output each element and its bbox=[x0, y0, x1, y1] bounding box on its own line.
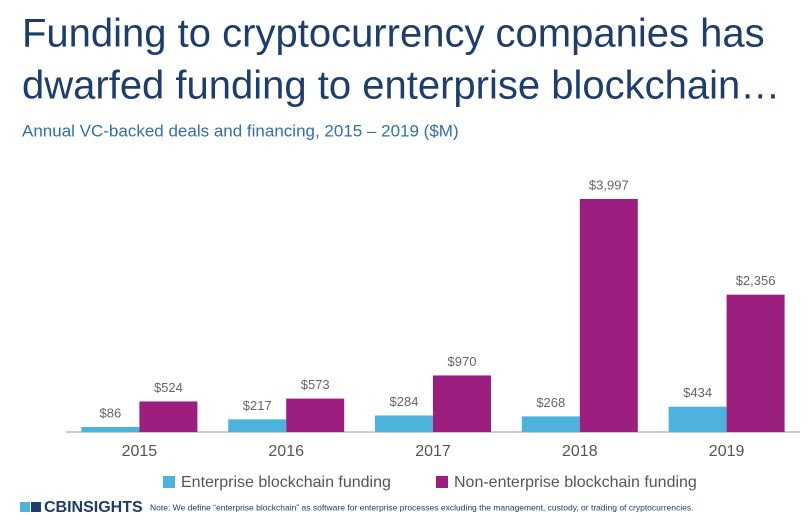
x-tick-label: 2018 bbox=[562, 443, 598, 460]
logo-text: CBINSIGHTS bbox=[44, 499, 143, 516]
logo: CBINSIGHTS bbox=[20, 499, 143, 516]
value-label: $86 bbox=[100, 405, 122, 420]
footnote: Note: We define “enterprise blockchain” … bbox=[150, 502, 693, 512]
bar bbox=[579, 199, 638, 432]
value-label: $268 bbox=[536, 395, 565, 410]
legend-swatch bbox=[436, 476, 448, 488]
x-tick-label: 2015 bbox=[122, 443, 158, 460]
chart-title: Funding to cryptocurrency companies has bbox=[22, 12, 765, 56]
bar bbox=[668, 406, 727, 432]
bar bbox=[375, 415, 433, 432]
logo-mark bbox=[20, 502, 30, 512]
value-label: $573 bbox=[301, 377, 330, 392]
value-label: $970 bbox=[448, 354, 477, 369]
x-tick-label: 2017 bbox=[415, 443, 451, 460]
value-label: $2,356 bbox=[736, 273, 776, 288]
x-tick-label: 2019 bbox=[709, 443, 745, 460]
logo-mark bbox=[31, 502, 41, 512]
value-label: $217 bbox=[243, 398, 272, 413]
legend-swatch bbox=[163, 476, 175, 488]
legend-label: Enterprise blockchain funding bbox=[181, 474, 391, 491]
bar bbox=[433, 375, 491, 432]
bar bbox=[521, 416, 580, 432]
legend-label: Non-enterprise blockchain funding bbox=[454, 474, 697, 491]
value-label: $284 bbox=[390, 394, 419, 409]
bar bbox=[228, 419, 287, 432]
value-label: $3,997 bbox=[589, 177, 629, 192]
bar bbox=[81, 426, 140, 432]
chart-title: dwarfed funding to enterprise blockchain… bbox=[22, 64, 780, 108]
value-label: $524 bbox=[154, 380, 183, 395]
value-label: $434 bbox=[683, 385, 712, 400]
bar bbox=[726, 294, 785, 432]
bar bbox=[139, 401, 198, 432]
x-tick-label: 2016 bbox=[268, 443, 304, 460]
bar bbox=[286, 398, 345, 432]
chart-subtitle: Annual VC-backed deals and financing, 20… bbox=[22, 121, 459, 140]
